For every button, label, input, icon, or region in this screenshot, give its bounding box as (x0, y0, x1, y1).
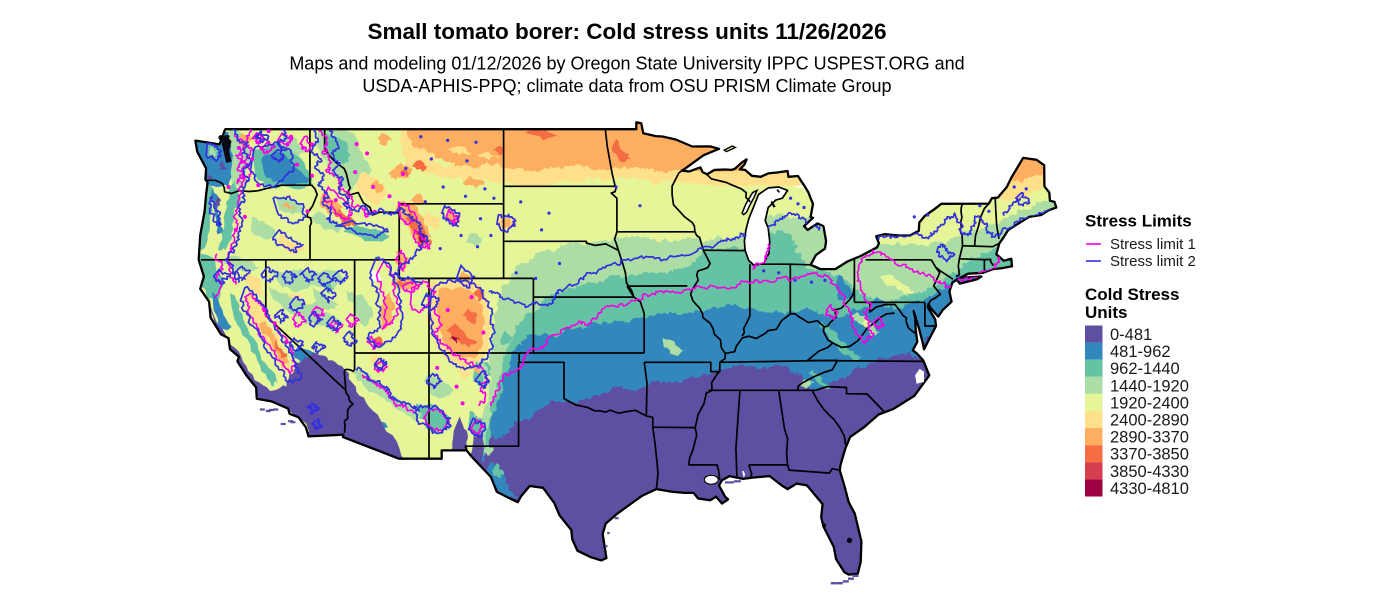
svg-text:3370-3850: 3370-3850 (1110, 446, 1189, 464)
svg-text:2400-2890: 2400-2890 (1110, 412, 1189, 430)
svg-text:962-1440: 962-1440 (1110, 360, 1180, 378)
svg-text:1440-1920: 1440-1920 (1110, 377, 1189, 395)
svg-text:Stress limit 1: Stress limit 1 (1110, 236, 1196, 253)
svg-text:1920-2400: 1920-2400 (1110, 394, 1189, 412)
svg-text:Stress limit 2: Stress limit 2 (1110, 253, 1196, 270)
svg-text:481-962: 481-962 (1110, 343, 1171, 361)
svg-text:4330-4810: 4330-4810 (1110, 480, 1189, 498)
svg-text:3850-4330: 3850-4330 (1110, 463, 1189, 481)
svg-text:Small tomato borer: Cold stres: Small tomato borer: Cold stress units 11… (368, 19, 887, 44)
svg-text:Stress Limits: Stress Limits (1085, 212, 1192, 231)
svg-text:USDA-APHIS-PPQ; climate data f: USDA-APHIS-PPQ; climate data from OSU PR… (362, 76, 891, 96)
svg-text:Units: Units (1085, 303, 1128, 322)
svg-text:Cold Stress: Cold Stress (1085, 285, 1179, 304)
svg-text:0-481: 0-481 (1110, 326, 1152, 344)
svg-text:Maps and modeling 01/12/2026 b: Maps and modeling 01/12/2026 by Oregon S… (289, 54, 964, 74)
svg-text:2890-3370: 2890-3370 (1110, 429, 1189, 447)
